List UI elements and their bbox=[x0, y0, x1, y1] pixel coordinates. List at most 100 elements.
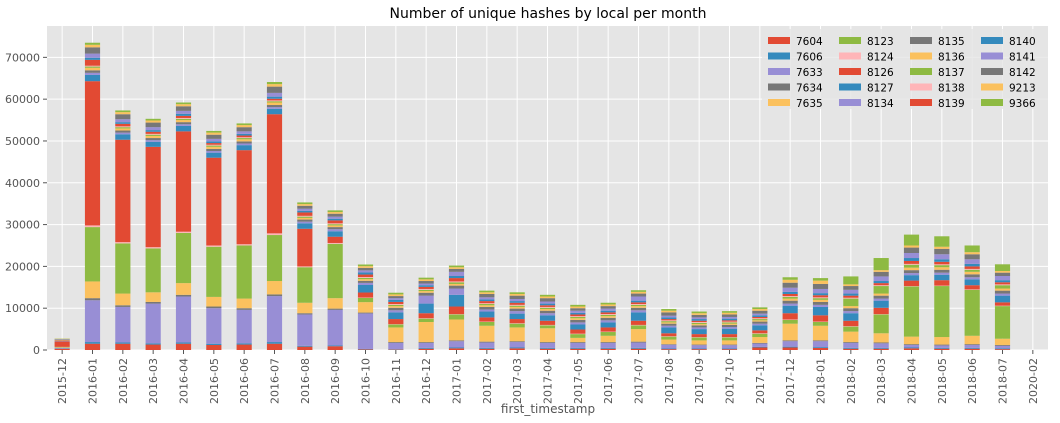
bar-segment-8135-2018-05 bbox=[934, 269, 950, 273]
bar-segment-8136-2017-02 bbox=[479, 305, 495, 307]
bar-segment-7606-2017-09 bbox=[691, 348, 707, 350]
bar-segment-8135-2016-10 bbox=[357, 280, 374, 283]
bar-segment-7634-2016-08 bbox=[297, 313, 313, 315]
bar-segment-8136-2017-04 bbox=[539, 309, 556, 311]
bar-segment-7633-2017-05 bbox=[570, 342, 586, 348]
bar-segment-8139-2017-03 bbox=[509, 302, 525, 305]
bar-segment-8142-2018-03 bbox=[873, 271, 889, 277]
legend-swatch-8134 bbox=[839, 99, 861, 106]
bar-segment-8136-2016-09 bbox=[327, 225, 343, 228]
bar-segment-7634-2016-02 bbox=[115, 305, 131, 307]
bar-segment-7635-2016-05 bbox=[206, 296, 222, 307]
x-tick-label: 2017-11 bbox=[754, 358, 767, 404]
bar-segment-8140-2017-12 bbox=[782, 291, 798, 294]
bar-segment-9213-2017-02 bbox=[479, 292, 495, 294]
bar-segment-8126-2017-08 bbox=[661, 333, 677, 337]
bar-segment-8134-2017-11 bbox=[752, 323, 768, 326]
bar-segment-8134-2018-02 bbox=[843, 311, 859, 314]
bar-segment-8135-2018-04 bbox=[903, 270, 920, 274]
bar-segment-9366-2016-10 bbox=[357, 264, 374, 267]
bar-segment-8140-2017-02 bbox=[479, 299, 495, 302]
bar-segment-7634-2017-05 bbox=[570, 342, 586, 343]
x-tick-label: 2017-03 bbox=[511, 358, 524, 404]
bar-segment-8142-2016-01 bbox=[84, 47, 101, 54]
bar-segment-8124-2016-01 bbox=[84, 225, 101, 228]
bar-segment-8126-2017-11 bbox=[752, 330, 768, 334]
bar-segment-8142-2016-09 bbox=[327, 213, 343, 217]
bar-segment-8137-2017-12 bbox=[782, 296, 798, 299]
bar-segment-8140-2016-11 bbox=[388, 299, 404, 302]
bar-segment-8137-2016-10 bbox=[357, 277, 374, 280]
bar-segment-8139-2017-05 bbox=[570, 314, 586, 317]
bar-segment-9366-2017-09 bbox=[691, 311, 707, 314]
bar-segment-9366-2018-01 bbox=[812, 278, 829, 281]
bar-segment-7634-2018-01 bbox=[812, 340, 829, 342]
legend-swatch-8136 bbox=[910, 52, 932, 60]
bar-segment-8136-2018-07 bbox=[994, 288, 1011, 291]
bar-segment-7633-2016-11 bbox=[388, 342, 404, 350]
bar-segment-8136-2018-05 bbox=[934, 267, 950, 270]
bar-segment-8137-2016-12 bbox=[418, 289, 434, 292]
bar-segment-7604-2016-07 bbox=[266, 343, 283, 350]
bar-segment-8127-2016-09 bbox=[327, 231, 343, 237]
bar-segment-8142-2016-04 bbox=[175, 106, 192, 111]
bar-segment-8135-2017-09 bbox=[691, 325, 707, 328]
bar-segment-7633-2017-08 bbox=[661, 344, 677, 349]
bar-segment-9366-2016-01 bbox=[84, 42, 101, 45]
legend-label-7604: 7604 bbox=[796, 36, 823, 48]
bar-segment-8126-2016-06 bbox=[236, 150, 252, 245]
bar-segment-8126-2017-06 bbox=[600, 327, 616, 332]
bar-segment-8134-2017-04 bbox=[539, 313, 556, 316]
bar-segment-7635-2016-03 bbox=[145, 292, 161, 302]
bar-segment-8136-2017-09 bbox=[691, 324, 707, 326]
x-tick-label: 2018-01 bbox=[815, 358, 828, 404]
legend-swatch-8139 bbox=[910, 99, 932, 106]
bar-segment-7633-2017-12 bbox=[782, 341, 798, 347]
bar-segment-8142-2016-08 bbox=[297, 205, 313, 209]
bar-segment-7633-2016-05 bbox=[206, 308, 222, 344]
x-tick-label: 2016-01 bbox=[87, 358, 100, 404]
bar-segment-8138-2017-01 bbox=[448, 281, 465, 283]
bar-segment-9213-2017-08 bbox=[661, 310, 677, 313]
bar-segment-8141-2016-03 bbox=[145, 127, 161, 131]
legend-label-7633: 7633 bbox=[796, 67, 823, 79]
bar-segment-8138-2017-05 bbox=[570, 316, 586, 317]
bar-segment-8135-2016-12 bbox=[418, 292, 434, 296]
bar-segment-9213-2018-03 bbox=[873, 270, 889, 272]
bar-segment-9213-2016-03 bbox=[145, 120, 161, 123]
y-tick-label: 40000 bbox=[5, 177, 40, 190]
bar-segment-8137-2016-05 bbox=[206, 145, 222, 147]
bar-segment-8123-2017-04 bbox=[539, 325, 556, 329]
bar-segment-8135-2017-02 bbox=[479, 306, 495, 310]
bar-segment-8141-2016-04 bbox=[175, 110, 192, 114]
legend-label-8141: 8141 bbox=[1009, 52, 1036, 64]
bar-segment-8142-2017-11 bbox=[752, 310, 768, 314]
bar-segment-7604-2016-10 bbox=[357, 349, 374, 350]
bar-segment-8136-2016-05 bbox=[206, 146, 222, 149]
bar-segment-9366-2018-05 bbox=[934, 236, 950, 247]
bar-segment-8141-2016-12 bbox=[418, 283, 434, 286]
bar-segment-8123-2016-06 bbox=[236, 245, 252, 299]
bar-segment-7633-2018-07 bbox=[994, 345, 1011, 349]
bar-segment-7635-2016-01 bbox=[84, 281, 101, 299]
bar-segment-8127-2016-05 bbox=[206, 152, 222, 158]
x-tick-label: 2018-05 bbox=[936, 358, 949, 404]
bar-segment-8137-2016-01 bbox=[84, 66, 101, 68]
legend-label-8137: 8137 bbox=[938, 67, 965, 79]
bar-segment-8135-2018-07 bbox=[994, 290, 1011, 294]
bar-segment-8135-2017-11 bbox=[752, 321, 768, 324]
legend-swatch-8142 bbox=[981, 68, 1003, 75]
legend-swatch-9213 bbox=[981, 83, 1003, 91]
bar-segment-8140-2016-04 bbox=[175, 113, 192, 116]
bar-segment-9366-2016-05 bbox=[206, 130, 222, 133]
bar-segment-8136-2017-10 bbox=[721, 323, 738, 325]
bar-segment-9366-2017-11 bbox=[752, 307, 768, 310]
bar-segment-7604-2016-04 bbox=[175, 343, 192, 350]
bar-segment-9213-2017-04 bbox=[539, 296, 556, 299]
bar-segment-7634-2018-04 bbox=[903, 344, 920, 345]
bar-segment-8142-2016-06 bbox=[236, 127, 252, 132]
bar-segment-8141-2016-07 bbox=[266, 92, 283, 97]
bar-segment-9366-2017-04 bbox=[539, 294, 556, 297]
legend-label-8138: 8138 bbox=[938, 83, 965, 95]
bar-segment-8136-2016-03 bbox=[145, 135, 161, 139]
